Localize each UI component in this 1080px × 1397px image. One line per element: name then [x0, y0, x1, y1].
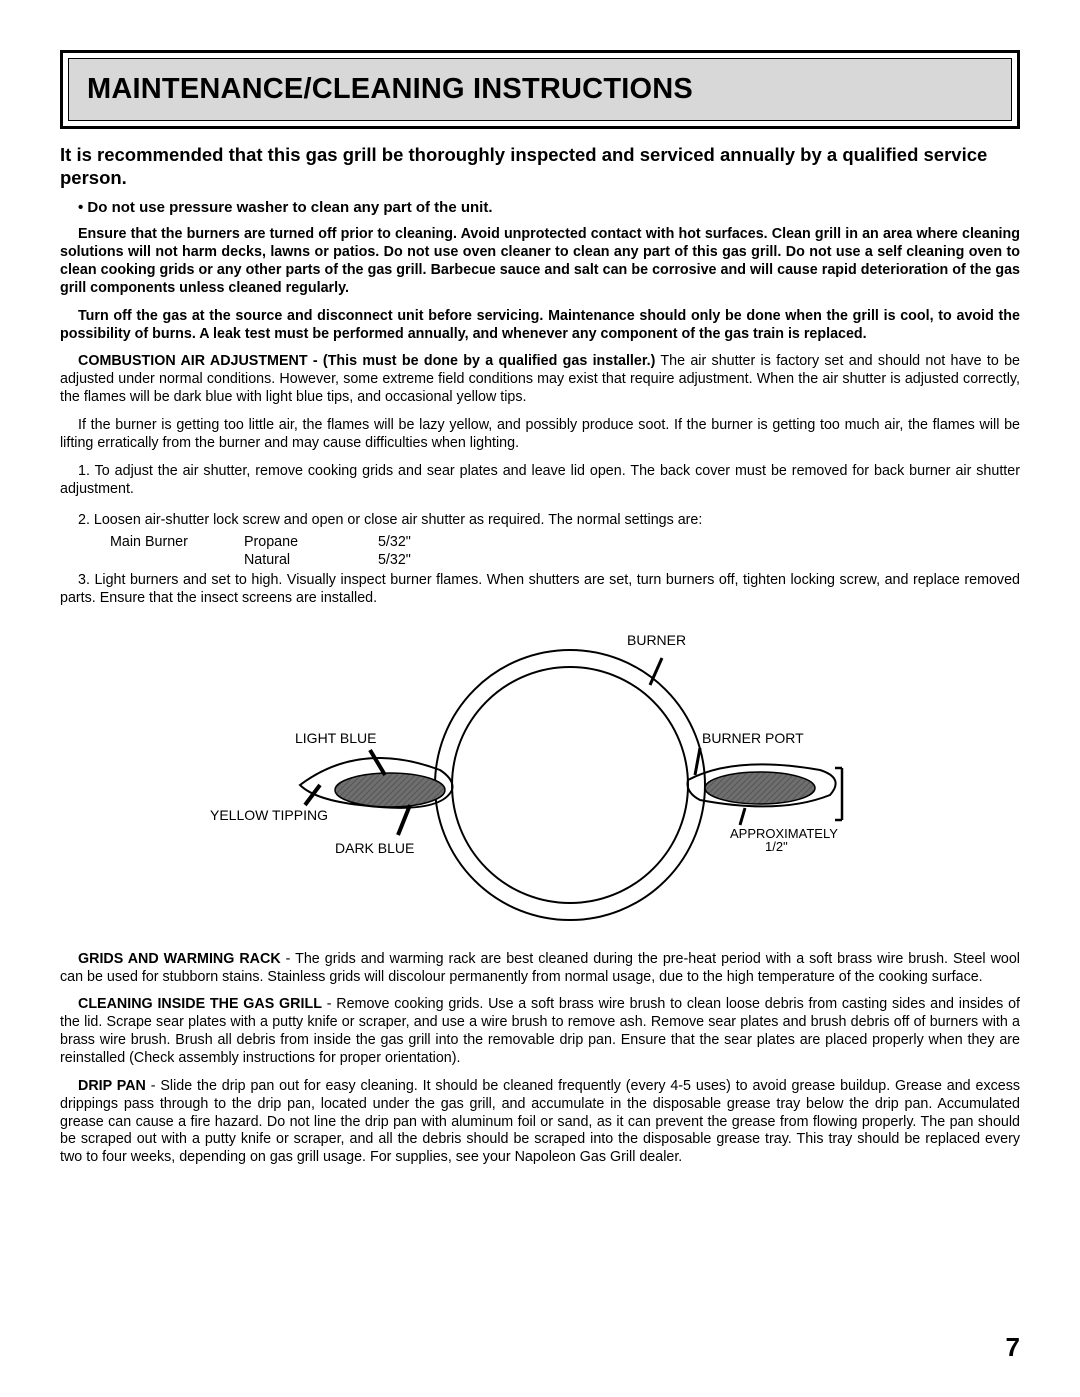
combustion-lead: COMBUSTION AIR ADJUSTMENT - (This must b… [78, 353, 655, 369]
label-half: 1/2" [765, 839, 788, 854]
bullet-pressure-washer: • Do not use pressure washer to clean an… [60, 199, 1020, 216]
intro-text: It is recommended that this gas grill be… [60, 143, 1020, 189]
para-air: If the burner is getting too little air,… [60, 417, 1020, 453]
title-box-inner: MAINTENANCE/CLEANING INSTRUCTIONS [68, 58, 1012, 121]
clean-lead: CLEANING INSIDE THE GAS GRILL [78, 996, 322, 1012]
r2c3: 5/32" [378, 552, 468, 570]
step-2: 2. Loosen air-shutter lock screw and ope… [60, 512, 1020, 530]
r1c3: 5/32" [378, 534, 468, 552]
r1c1: Main Burner [60, 534, 240, 552]
r2c2: Natural [244, 552, 374, 570]
drip-lead: DRIP PAN [78, 1078, 146, 1094]
drip-rest: - Slide the drip pan out for easy cleani… [60, 1078, 1020, 1165]
burner-diagram: BURNER LIGHT BLUE YELLOW TIPPING DARK BL… [60, 620, 1020, 935]
para-grids: GRIDS AND WARMING RACK - The grids and w… [60, 951, 1020, 987]
r1c2: Propane [244, 534, 374, 552]
page-title: MAINTENANCE/CLEANING INSTRUCTIONS [87, 73, 993, 106]
label-dark-blue: DARK BLUE [335, 840, 414, 856]
para-ensure: Ensure that the burners are turned off p… [60, 226, 1020, 297]
grids-lead: GRIDS AND WARMING RACK [78, 951, 281, 967]
settings-row-1: Main Burner Propane 5/32" [60, 534, 1020, 552]
settings-row-2: Natural 5/32" [60, 552, 1020, 570]
para-combustion: COMBUSTION AIR ADJUSTMENT - (This must b… [60, 353, 1020, 407]
burner-svg: BURNER LIGHT BLUE YELLOW TIPPING DARK BL… [180, 620, 900, 930]
step-3: 3. Light burners and set to high. Visual… [60, 572, 1020, 608]
label-yellow-tipping: YELLOW TIPPING [210, 807, 328, 823]
label-burner-port: BURNER PORT [702, 730, 804, 746]
para-drip: DRIP PAN - Slide the drip pan out for ea… [60, 1078, 1020, 1167]
page-number: 7 [1006, 1332, 1020, 1363]
step-1: 1. To adjust the air shutter, remove coo… [60, 463, 1020, 499]
label-burner: BURNER [627, 632, 686, 648]
para-turnoff: Turn off the gas at the source and disco… [60, 308, 1020, 344]
title-box: MAINTENANCE/CLEANING INSTRUCTIONS [60, 50, 1020, 129]
para-cleaning: CLEANING INSIDE THE GAS GRILL - Remove c… [60, 996, 1020, 1067]
label-light-blue: LIGHT BLUE [295, 730, 376, 746]
manual-page: MAINTENANCE/CLEANING INSTRUCTIONS It is … [0, 0, 1080, 1397]
